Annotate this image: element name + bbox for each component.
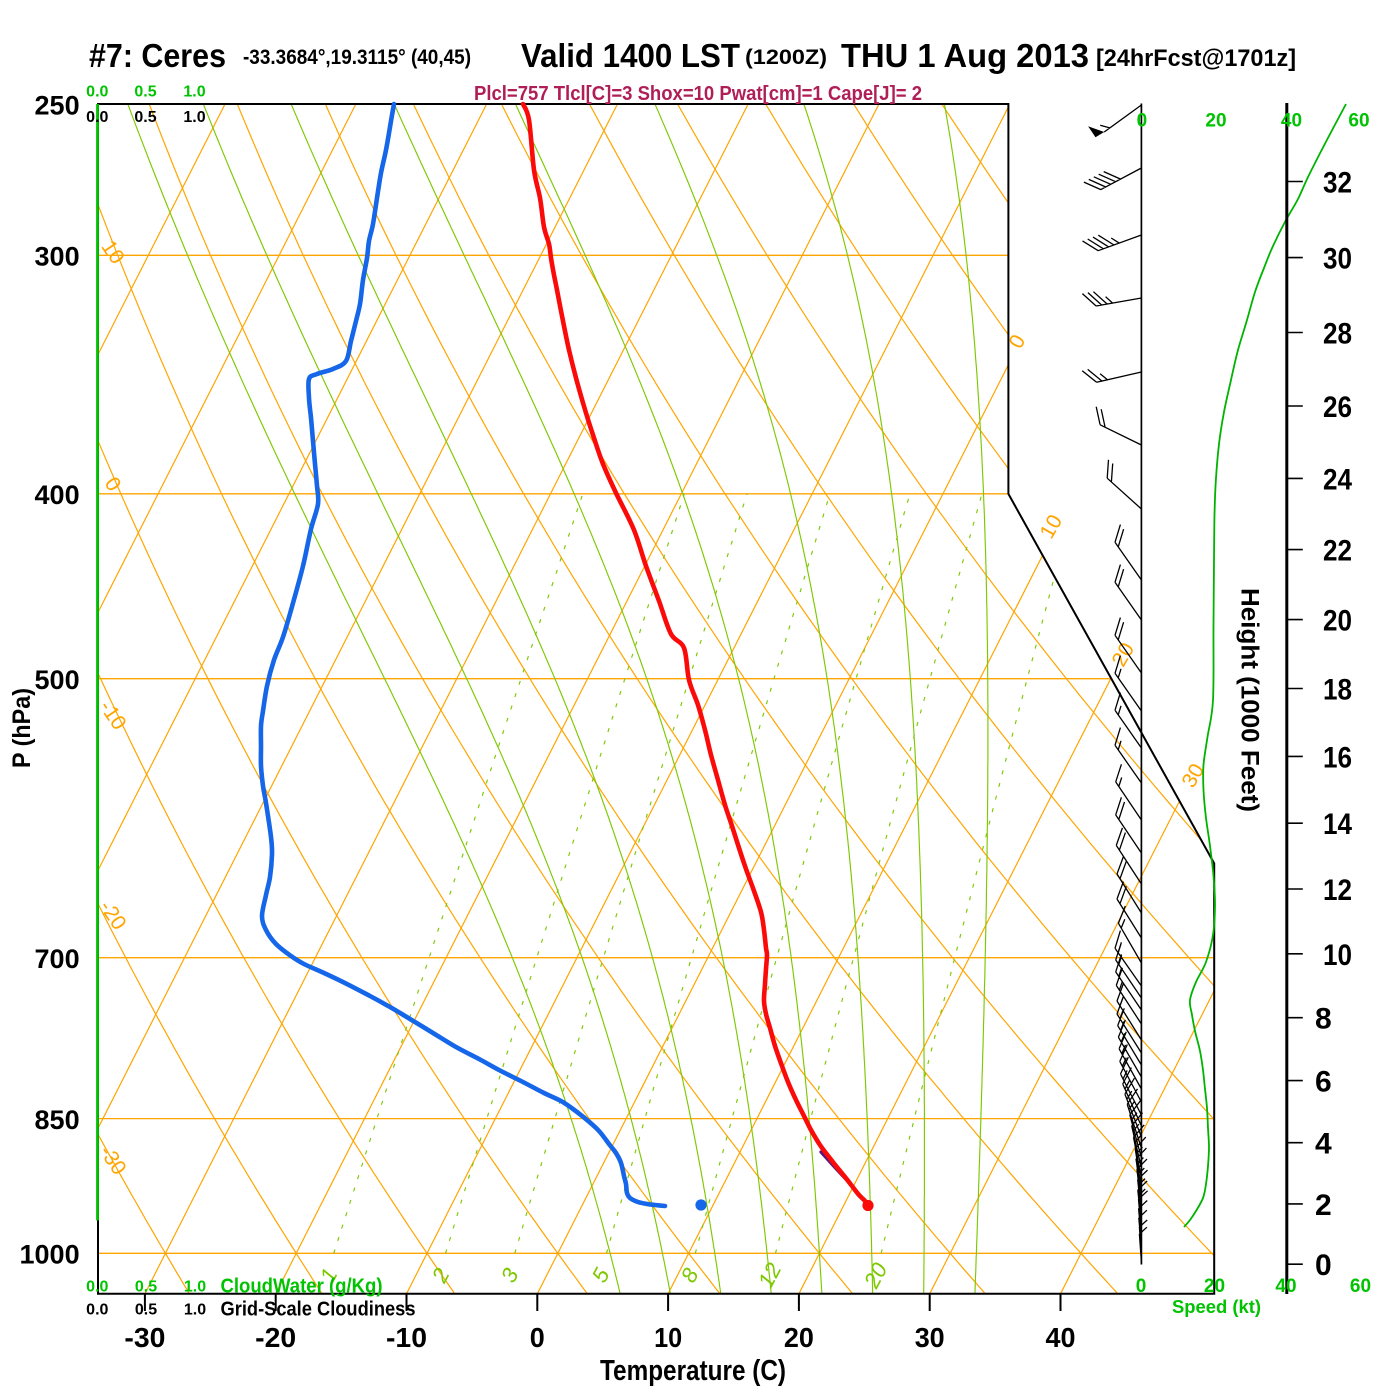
svg-text:4: 4 xyxy=(1315,1128,1332,1161)
svg-text:20: 20 xyxy=(1205,111,1226,132)
svg-text:0: 0 xyxy=(1137,111,1148,132)
svg-text:1.0: 1.0 xyxy=(184,1302,206,1319)
svg-text:0.5: 0.5 xyxy=(135,1302,157,1319)
svg-text:Valid 1400 LST: Valid 1400 LST xyxy=(521,37,740,74)
svg-text:16: 16 xyxy=(1323,741,1352,774)
svg-text:Speed (kt): Speed (kt) xyxy=(1172,1297,1261,1317)
svg-text:20: 20 xyxy=(1323,605,1352,638)
svg-text:0.0: 0.0 xyxy=(86,1302,108,1319)
svg-text:Height (1000 Feet): Height (1000 Feet) xyxy=(1236,588,1264,812)
svg-text:Temperature (C): Temperature (C) xyxy=(600,1355,786,1387)
svg-text:-10: -10 xyxy=(386,1322,427,1353)
svg-text:CloudWater (g/Kg): CloudWater (g/Kg) xyxy=(221,1276,383,1298)
svg-text:2: 2 xyxy=(1315,1189,1332,1222)
svg-text:1.0: 1.0 xyxy=(183,109,205,126)
svg-text:24: 24 xyxy=(1323,463,1352,496)
svg-text:0.5: 0.5 xyxy=(134,84,156,101)
svg-text:28: 28 xyxy=(1323,318,1352,351)
svg-text:22: 22 xyxy=(1323,535,1352,568)
svg-text:-20: -20 xyxy=(255,1322,296,1353)
svg-text:THU 1 Aug 2013: THU 1 Aug 2013 xyxy=(841,37,1089,74)
svg-text:8: 8 xyxy=(1315,1003,1332,1036)
svg-text:0: 0 xyxy=(1315,1249,1332,1282)
svg-text:850: 850 xyxy=(35,1105,80,1135)
svg-text:700: 700 xyxy=(35,944,80,974)
svg-text:0: 0 xyxy=(530,1322,545,1353)
svg-text:(1200Z): (1200Z) xyxy=(745,46,827,69)
svg-text:Grid-Scale Cloudiness: Grid-Scale Cloudiness xyxy=(221,1299,416,1321)
svg-text:60: 60 xyxy=(1350,1276,1371,1297)
svg-text:-30: -30 xyxy=(124,1322,165,1353)
svg-text:0.5: 0.5 xyxy=(135,1279,157,1296)
svg-text:-33.3684°,19.3115° (40,45): -33.3684°,19.3115° (40,45) xyxy=(243,46,471,69)
svg-text:300: 300 xyxy=(35,241,80,271)
svg-text:1.0: 1.0 xyxy=(183,84,205,101)
svg-text:0.0: 0.0 xyxy=(86,1279,108,1296)
svg-text:0.0: 0.0 xyxy=(86,109,108,126)
svg-text:10: 10 xyxy=(654,1322,682,1353)
svg-text:1000: 1000 xyxy=(20,1240,80,1270)
svg-text:18: 18 xyxy=(1323,674,1352,707)
svg-text:400: 400 xyxy=(35,480,80,510)
svg-text:12: 12 xyxy=(1323,874,1352,907)
svg-text:20: 20 xyxy=(784,1322,814,1353)
svg-text:32: 32 xyxy=(1323,167,1352,200)
svg-text:10: 10 xyxy=(1323,939,1352,972)
svg-text:[24hrFcst@1701z]: [24hrFcst@1701z] xyxy=(1096,45,1296,72)
svg-text:6: 6 xyxy=(1315,1066,1332,1099)
svg-text:60: 60 xyxy=(1348,111,1369,132)
svg-text:P (hPa): P (hPa) xyxy=(8,688,36,768)
svg-text:0.5: 0.5 xyxy=(134,109,156,126)
svg-text:1.0: 1.0 xyxy=(184,1279,206,1296)
svg-text:30: 30 xyxy=(915,1322,945,1353)
svg-text:20: 20 xyxy=(1204,1276,1225,1297)
svg-text:40: 40 xyxy=(1045,1322,1075,1353)
svg-text:26: 26 xyxy=(1323,391,1352,424)
svg-text:0.0: 0.0 xyxy=(86,84,108,101)
svg-text:#7: Ceres: #7: Ceres xyxy=(89,37,226,74)
svg-text:Plcl=757 Tlcl[C]=3 Shox=10 Pwa: Plcl=757 Tlcl[C]=3 Shox=10 Pwat[cm]=1 Ca… xyxy=(474,83,922,105)
svg-text:40: 40 xyxy=(1281,111,1302,132)
svg-text:40: 40 xyxy=(1275,1276,1296,1297)
svg-text:14: 14 xyxy=(1323,808,1352,841)
svg-text:0: 0 xyxy=(1136,1276,1147,1297)
svg-text:250: 250 xyxy=(35,90,80,120)
svg-text:30: 30 xyxy=(1323,243,1352,276)
svg-text:500: 500 xyxy=(35,665,80,695)
